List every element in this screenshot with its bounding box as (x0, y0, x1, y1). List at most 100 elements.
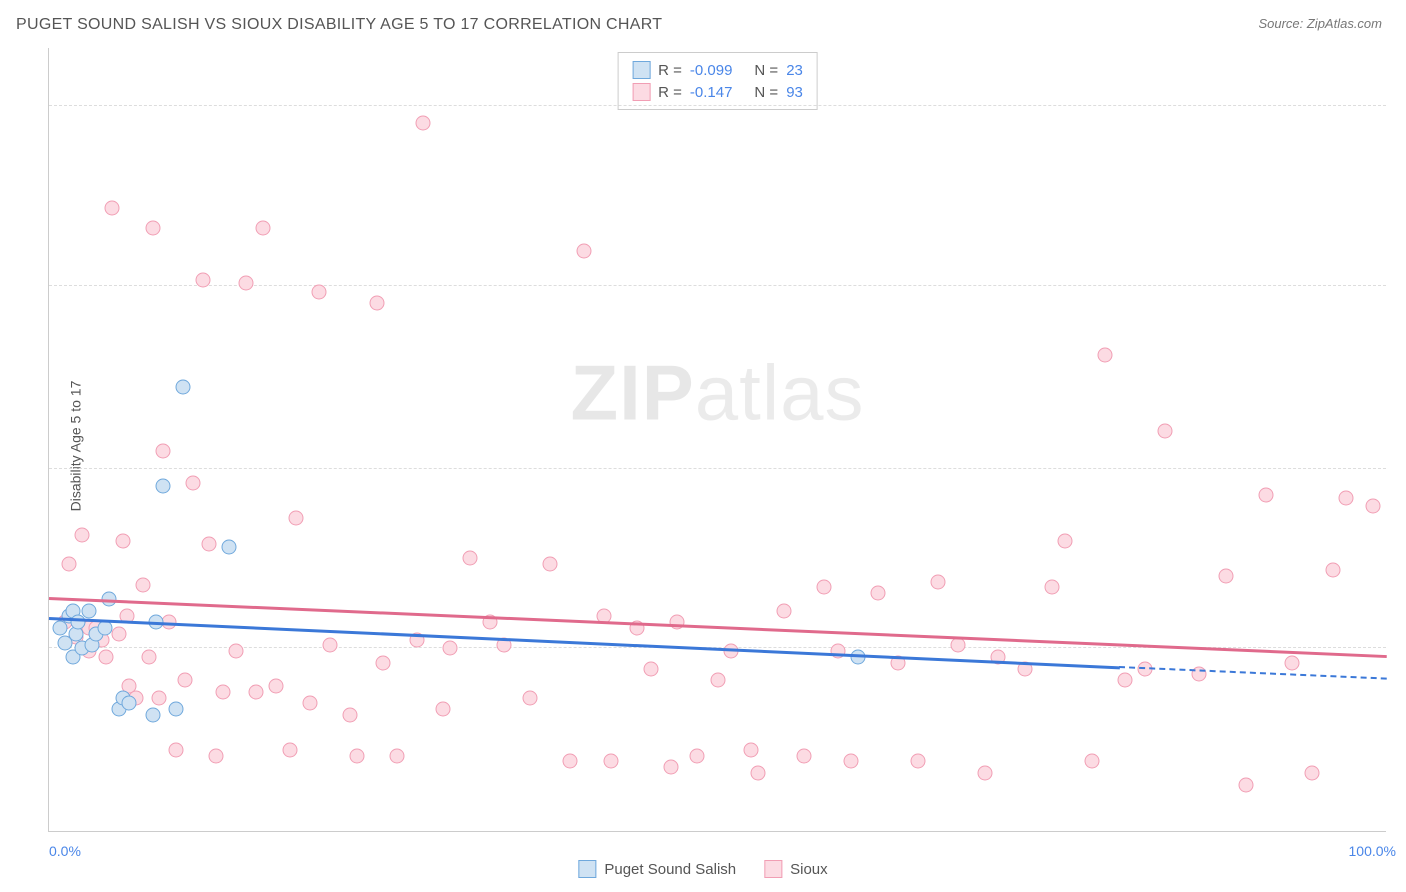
trend-line-dashed (1119, 666, 1387, 680)
data-point (389, 748, 404, 763)
data-point (222, 539, 237, 554)
data-point (342, 708, 357, 723)
r-value: -0.099 (690, 62, 733, 79)
data-point (98, 621, 113, 636)
data-point (1238, 777, 1253, 792)
data-point (1305, 766, 1320, 781)
n-label: N = (754, 62, 778, 79)
data-point (62, 557, 77, 572)
data-point (977, 766, 992, 781)
data-point (436, 702, 451, 717)
watermark-bold: ZIP (570, 348, 694, 436)
data-point (115, 534, 130, 549)
source-label: Source: ZipAtlas.com (1258, 16, 1382, 31)
stat-row: R = -0.099 N = 23 (632, 59, 803, 81)
x-tick-right: 100.0% (1349, 843, 1396, 859)
legend-swatch (578, 860, 596, 878)
data-point (111, 626, 126, 641)
data-point (563, 754, 578, 769)
watermark: ZIPatlas (570, 347, 864, 438)
data-point (142, 650, 157, 665)
data-point (1365, 499, 1380, 514)
plot-wrap: ZIPatlas R =-0.099N =23R =-0.147N =93 6.… (48, 48, 1386, 832)
data-point (844, 754, 859, 769)
data-point (104, 200, 119, 215)
data-point (710, 673, 725, 688)
stat-row: R =-0.147N =93 (632, 81, 803, 103)
data-point (151, 690, 166, 705)
legend-swatch (632, 83, 650, 101)
data-point (777, 603, 792, 618)
data-point (209, 748, 224, 763)
plot-area: ZIPatlas R =-0.099N =23R =-0.147N =93 6.… (48, 48, 1386, 832)
y-tick-label: 18.8% (1391, 262, 1406, 278)
data-point (1258, 487, 1273, 502)
y-tick-label: 12.5% (1391, 445, 1406, 461)
legend-swatch (764, 860, 782, 878)
data-point (75, 528, 90, 543)
data-point (155, 444, 170, 459)
data-point (269, 679, 284, 694)
legend-label: Sioux (790, 861, 828, 878)
n-value: 93 (786, 84, 803, 101)
data-point (603, 754, 618, 769)
data-point (911, 754, 926, 769)
y-tick-label: 6.3% (1391, 624, 1406, 640)
data-point (523, 690, 538, 705)
data-point (178, 673, 193, 688)
correlation-stats-box: R =-0.099N =23R =-0.147N =93 (617, 52, 818, 110)
n-label: N = (754, 84, 778, 101)
data-point (322, 638, 337, 653)
data-point (99, 650, 114, 665)
x-tick-left: 0.0% (49, 843, 81, 859)
data-point (663, 760, 678, 775)
data-point (1338, 490, 1353, 505)
data-point (229, 644, 244, 659)
data-point (443, 641, 458, 656)
data-point (817, 580, 832, 595)
data-point (122, 696, 137, 711)
data-point (1325, 563, 1340, 578)
data-point (135, 577, 150, 592)
legend-swatch (632, 61, 650, 79)
data-point (463, 551, 478, 566)
data-point (1118, 673, 1133, 688)
data-point (195, 273, 210, 288)
data-point (931, 574, 946, 589)
data-point (576, 244, 591, 259)
data-point (175, 380, 190, 395)
source-prefix: Source: (1258, 16, 1306, 31)
legend-item: Puget Sound Salish (578, 860, 736, 878)
data-point (249, 684, 264, 699)
data-point (1044, 580, 1059, 595)
data-point (1158, 423, 1173, 438)
data-point (690, 748, 705, 763)
data-point (1084, 754, 1099, 769)
data-point (312, 284, 327, 299)
data-point (643, 661, 658, 676)
watermark-thin: atlas (695, 348, 865, 436)
data-point (349, 748, 364, 763)
data-point (302, 696, 317, 711)
data-point (750, 766, 765, 781)
data-point (743, 742, 758, 757)
data-point (215, 684, 230, 699)
data-point (1285, 655, 1300, 670)
r-label: R = (658, 62, 682, 79)
chart-title: PUGET SOUND SALISH VS SIOUX DISABILITY A… (16, 16, 662, 34)
r-label: R = (658, 84, 682, 101)
data-point (670, 615, 685, 630)
y-tick-label: 25.0% (1391, 82, 1406, 98)
data-point (255, 220, 270, 235)
data-point (82, 603, 97, 618)
data-point (169, 742, 184, 757)
data-point (146, 708, 161, 723)
data-point (870, 586, 885, 601)
n-value: 23 (786, 62, 803, 79)
data-point (830, 644, 845, 659)
source-name: ZipAtlas.com (1307, 16, 1382, 31)
data-point (369, 296, 384, 311)
legend-label: Puget Sound Salish (604, 861, 736, 878)
data-point (169, 702, 184, 717)
data-point (282, 742, 297, 757)
